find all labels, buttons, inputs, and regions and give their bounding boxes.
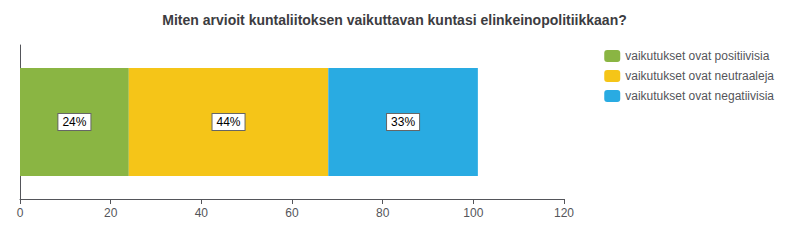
svg-text:33%: 33% <box>391 115 415 129</box>
svg-text:80: 80 <box>376 206 390 220</box>
svg-text:100: 100 <box>463 206 483 220</box>
svg-text:vaikutukset ovat neutraaleja: vaikutukset ovat neutraaleja <box>625 69 774 83</box>
svg-text:44%: 44% <box>217 115 241 129</box>
svg-text:60: 60 <box>285 206 299 220</box>
svg-text:vaikutukset ovat positiivisia: vaikutukset ovat positiivisia <box>625 49 769 63</box>
svg-text:0: 0 <box>17 206 24 220</box>
svg-text:40: 40 <box>195 206 209 220</box>
svg-text:vaikutukset ovat negatiivisia: vaikutukset ovat negatiivisia <box>625 89 774 103</box>
svg-text:Miten arvioit kuntaliitoksen v: Miten arvioit kuntaliitoksen vaikuttavan… <box>162 12 626 28</box>
svg-text:120: 120 <box>554 206 574 220</box>
svg-text:20: 20 <box>104 206 118 220</box>
svg-text:24%: 24% <box>62 115 86 129</box>
